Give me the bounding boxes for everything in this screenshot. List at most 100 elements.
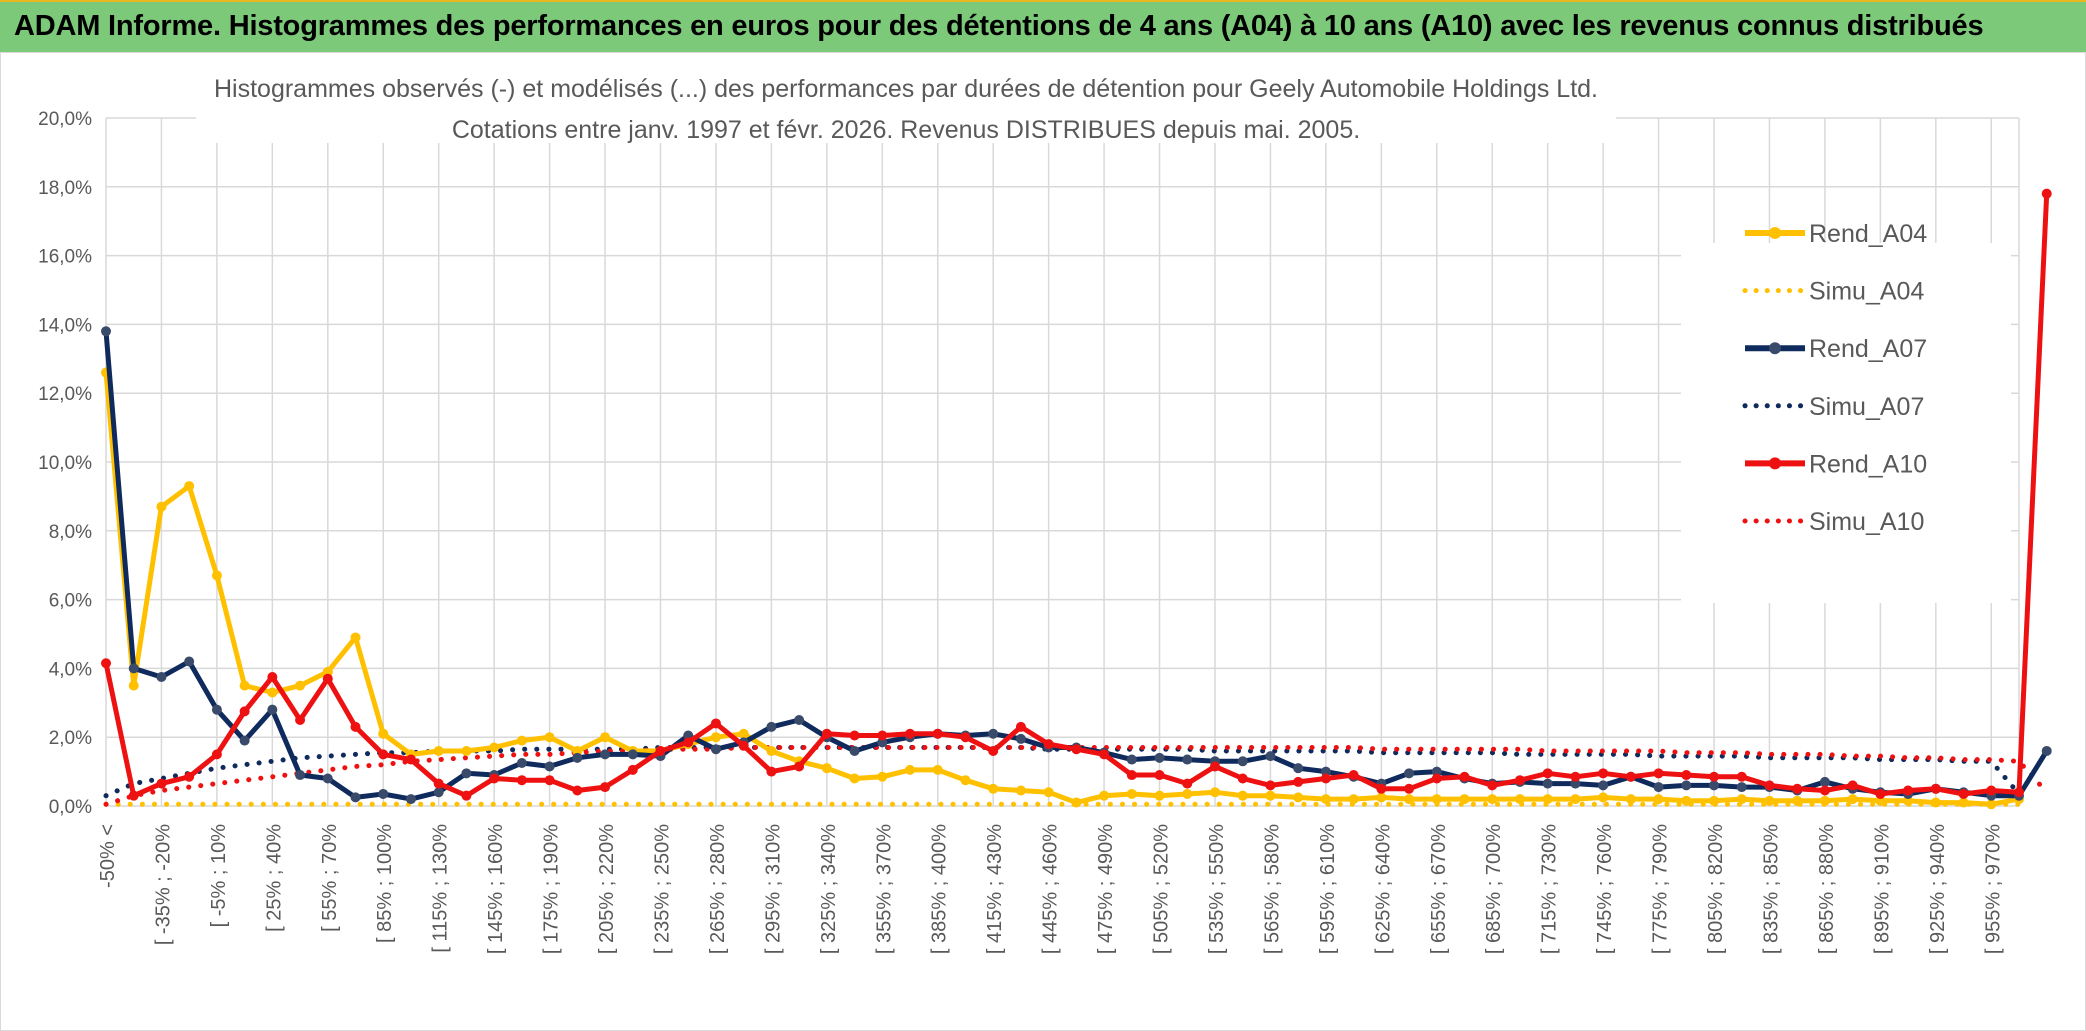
x-tick-label: [ 85% ; 100% [374, 824, 396, 943]
x-tick-label: [ 805% ; 820% [1705, 824, 1727, 954]
legend-item: Simu_A04 [1742, 278, 1924, 306]
data-point [1709, 771, 1720, 782]
data-point [516, 775, 527, 786]
series-line [103, 745, 2050, 807]
data-point [1348, 770, 1359, 781]
y-tick-label: 0,0% [49, 797, 92, 818]
data-point [627, 749, 638, 760]
x-tick-label: [ 745% ; 760% [1594, 824, 1616, 954]
y-tick-label: 4,0% [49, 659, 92, 680]
series-lines [101, 188, 2052, 810]
x-tick-label: [ 625% ; 640% [1372, 824, 1394, 954]
x-tick-label: [ 565% ; 580% [1261, 824, 1283, 954]
data-point [1126, 788, 1137, 799]
data-point [1653, 768, 1664, 779]
data-point [766, 766, 777, 777]
data-point [600, 749, 611, 760]
data-point [1792, 783, 1803, 794]
data-point [128, 790, 139, 801]
data-point [1764, 795, 1775, 806]
series-simu-a07 [103, 745, 2022, 799]
data-point [988, 783, 999, 794]
data-point [905, 764, 916, 775]
data-point [1653, 794, 1664, 805]
data-point [544, 761, 555, 772]
x-tick-label: [ 385% ; 400% [929, 824, 951, 954]
x-tick-label: [ -5% ; 10% [208, 824, 230, 928]
data-point [1404, 783, 1415, 794]
data-point [1681, 770, 1692, 781]
x-tick-label: [ 535% ; 550% [1206, 824, 1228, 954]
data-point [960, 732, 971, 743]
x-tick-label: -50% < [97, 824, 119, 888]
legend-label: Rend_A10 [1809, 450, 1927, 478]
data-point [489, 773, 500, 784]
data-point [1043, 739, 1054, 750]
data-point [156, 778, 167, 789]
data-point [1237, 790, 1248, 801]
x-tick-label: [ 55% ; 70% [319, 824, 341, 932]
y-tick-label: 6,0% [49, 591, 92, 612]
data-point [1819, 776, 1830, 787]
series-rend-a04 [101, 367, 2024, 810]
data-point [849, 773, 860, 784]
legend-label: Rend_A04 [1809, 220, 1927, 248]
chart-title-line2: Cotations entre janv. 1997 et févr. 2026… [452, 116, 1360, 144]
y-tick-label: 10,0% [38, 453, 92, 474]
legend-label: Rend_A07 [1809, 335, 1927, 363]
data-point [1015, 721, 1026, 732]
data-point [1930, 797, 1941, 808]
data-point [1625, 771, 1636, 782]
data-point [794, 715, 805, 725]
data-point [877, 771, 888, 782]
data-point [1903, 785, 1914, 796]
data-point [1819, 785, 1830, 796]
x-tick-label: [ 865% ; 880% [1816, 824, 1838, 954]
data-point [184, 771, 195, 782]
data-point [461, 745, 472, 756]
legend-marker [1769, 457, 1781, 470]
data-point [877, 730, 888, 741]
data-point [1736, 794, 1747, 805]
x-tick-label: [ 325% ; 340% [818, 824, 840, 954]
data-point [1015, 733, 1026, 744]
histogram-chart: 0,0% 2,0% 4,0% 6,0% 8,0% 10,0% 12,0% 14,0% 16,0%… [38, 59, 2052, 954]
legend-label: Simu_A07 [1809, 393, 1924, 421]
data-point [627, 764, 638, 775]
legend-label: Simu_A10 [1809, 508, 1924, 536]
data-point [156, 672, 167, 682]
data-point [1709, 780, 1720, 791]
data-point [1431, 773, 1442, 784]
data-point [572, 752, 583, 763]
x-tick-label: [ 235% ; 250% [651, 824, 673, 954]
data-point [1709, 795, 1720, 806]
data-point [461, 790, 472, 801]
data-point [1459, 794, 1470, 805]
data-point [239, 706, 250, 717]
chart-title: Histogrammes observés (-) et modélisés (… [196, 59, 1616, 144]
data-point [101, 326, 111, 337]
x-tick-label: [ 505% ; 520% [1151, 824, 1173, 954]
x-tick-label: [ 115% ; 130% [430, 824, 452, 953]
data-point [350, 632, 361, 643]
data-point [184, 481, 195, 492]
data-point [211, 704, 222, 715]
data-point [433, 787, 444, 798]
data-point [1736, 782, 1747, 793]
data-point [1986, 785, 1997, 796]
data-point [1320, 766, 1331, 777]
data-point [1570, 771, 1581, 782]
data-point [184, 656, 195, 667]
data-point [1071, 797, 1082, 808]
data-point [128, 680, 139, 691]
data-point [1625, 794, 1636, 805]
x-tick-label: [ 895% ; 910% [1871, 824, 1893, 954]
header-banner: ADAM Informe. Histogrammes des performan… [0, 0, 2086, 52]
x-tick-label: [ 445% ; 460% [1040, 824, 1062, 954]
data-point [1209, 787, 1220, 798]
data-point [766, 745, 777, 756]
data-point [655, 745, 666, 756]
legend-marker [1769, 227, 1781, 239]
y-tick-label: 18,0% [38, 178, 92, 199]
data-point [1792, 795, 1803, 806]
